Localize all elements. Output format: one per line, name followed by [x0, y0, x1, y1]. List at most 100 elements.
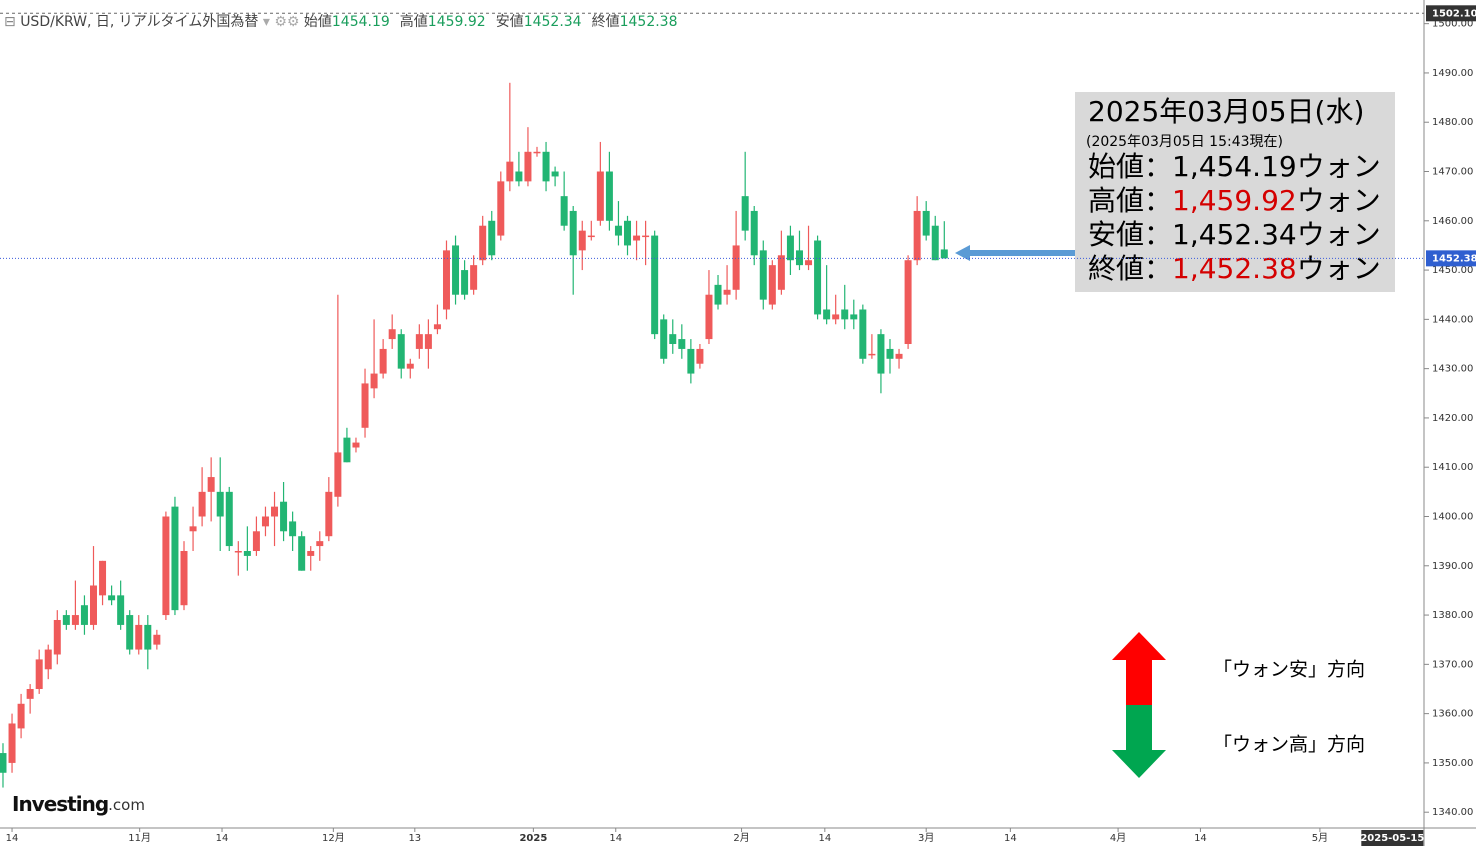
- candle-body: [35, 659, 43, 689]
- field-value: 1452.34: [524, 14, 582, 30]
- candle-body: [515, 171, 523, 182]
- candle-body: [587, 235, 595, 238]
- candle-body: [524, 151, 532, 182]
- candle-body: [479, 225, 487, 261]
- candle-body: [832, 314, 840, 320]
- y-tick-label: 1480.00: [1432, 117, 1473, 128]
- y-tick-label: 1470.00: [1432, 167, 1473, 178]
- info-value: 1,454.19: [1172, 150, 1297, 183]
- candle-body: [44, 649, 52, 670]
- y-tick-label: 1410.00: [1432, 462, 1473, 473]
- info-row: 安値：1,452.34ウォン: [1088, 218, 1381, 251]
- y-tick-label: 1490.00: [1432, 68, 1473, 79]
- candle-body: [660, 319, 668, 359]
- candle-body: [280, 501, 288, 532]
- symbol: USD/KRW, 日, リアルタイム外国為替: [20, 14, 258, 30]
- candle-body: [786, 235, 794, 261]
- info-row: 始値：1,454.19ウォン: [1088, 150, 1381, 183]
- candle-body: [108, 595, 116, 601]
- candle-body: [352, 442, 360, 448]
- info-row: 終値：1,452.38ウォン: [1088, 252, 1381, 285]
- candle-body: [723, 289, 731, 295]
- candle-body: [768, 265, 776, 305]
- candle-body: [0, 753, 7, 773]
- candle-body: [642, 235, 650, 238]
- candle-body: [370, 373, 378, 389]
- candle-body: [271, 506, 279, 517]
- candle-body: [931, 225, 939, 261]
- info-label: 始値：: [1088, 150, 1172, 183]
- candle-body: [433, 324, 441, 330]
- candle-body: [678, 339, 686, 349]
- top-price-box: [1426, 5, 1476, 22]
- candle-body: [850, 314, 858, 320]
- candle-body: [596, 171, 604, 221]
- info-note: (2025年03月05日 15:43現在): [1086, 134, 1283, 150]
- field-value: 1454.19: [332, 14, 390, 30]
- x-tick-label: 14: [818, 833, 831, 844]
- candle-body: [841, 309, 849, 320]
- candle-body: [424, 334, 432, 349]
- candle-body: [261, 516, 269, 527]
- candle-body: [442, 250, 450, 310]
- candle-body: [578, 230, 586, 251]
- candle-body: [895, 353, 903, 359]
- candle-body: [207, 477, 215, 492]
- candle-body: [135, 624, 143, 650]
- down-arrow: [1112, 705, 1166, 778]
- candle-body: [886, 348, 894, 359]
- info-label: 終値：: [1088, 252, 1172, 285]
- field-label: 始値: [304, 14, 332, 30]
- y-tick-label: 1420.00: [1432, 413, 1473, 424]
- candle-body: [189, 526, 197, 532]
- x-tick-label: 3月: [918, 832, 934, 844]
- candle-body: [669, 334, 677, 345]
- candles: [0, 82, 948, 788]
- x-tick-label: 14: [1004, 833, 1017, 844]
- candle-body: [506, 161, 514, 182]
- candle-body: [8, 723, 16, 763]
- candle-body: [470, 265, 478, 290]
- field-value: 1452.38: [620, 14, 678, 30]
- candle-body: [859, 309, 867, 359]
- candle-body: [316, 541, 324, 547]
- candle-body: [868, 353, 876, 356]
- candle-body: [551, 171, 559, 177]
- candle-body: [62, 615, 70, 625]
- y-tick-label: 1400.00: [1432, 511, 1473, 522]
- candle-body: [234, 550, 242, 553]
- candle-body: [714, 284, 722, 305]
- x-tick-label: 12月: [322, 832, 345, 844]
- y-tick-label: 1380.00: [1432, 610, 1473, 621]
- candle-body: [153, 634, 161, 645]
- candle-body: [225, 491, 233, 547]
- candle-body: [71, 615, 79, 625]
- candle-body: [614, 225, 622, 236]
- candle-body: [877, 334, 885, 374]
- candle-body: [388, 329, 396, 340]
- candle-body: [406, 363, 414, 369]
- top-price-label: 1502.10: [1432, 8, 1476, 19]
- candle-body: [795, 250, 803, 266]
- candle-body: [144, 624, 152, 650]
- candle-body: [361, 383, 369, 428]
- info-row: 高値：1,459.92ウォン: [1088, 184, 1381, 217]
- info-value: 1,452.34: [1172, 218, 1297, 251]
- candle-body: [80, 605, 88, 625]
- y-tick-label: 1460.00: [1432, 216, 1473, 227]
- candle-body: [126, 615, 134, 650]
- candle-body: [452, 245, 460, 295]
- candle-body: [904, 260, 912, 345]
- candle-body: [732, 245, 740, 290]
- candle-body: [216, 491, 224, 517]
- candle-body: [17, 703, 25, 729]
- candle-body: [741, 196, 749, 231]
- last-price-box: [1426, 250, 1476, 267]
- info-unit: ウォン: [1297, 252, 1381, 285]
- info-label: 安値：: [1088, 218, 1172, 251]
- candle-body: [687, 348, 695, 374]
- candle-body: [397, 334, 405, 369]
- candle-body: [805, 260, 813, 266]
- pointer-arrow: [955, 245, 1075, 261]
- field-label: 安値: [496, 14, 524, 30]
